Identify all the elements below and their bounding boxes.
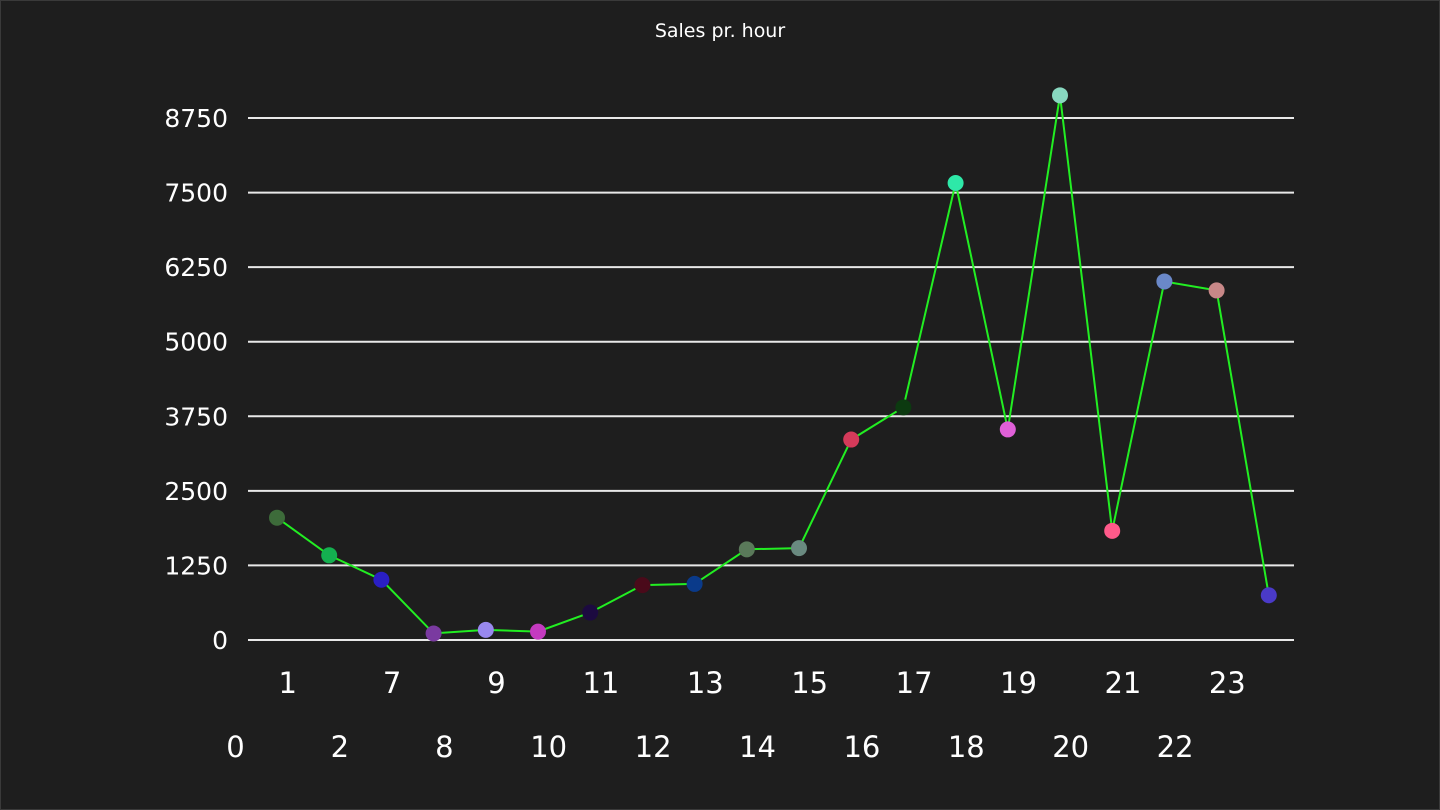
x-tick-label: 20: [1052, 730, 1089, 764]
data-point[interactable]: [634, 577, 651, 594]
data-point[interactable]: [738, 541, 755, 558]
data-point[interactable]: [269, 509, 285, 526]
data-point[interactable]: [843, 431, 860, 448]
y-axis-tick-labels: 0 1250 2500 3750 5000 6250 7500 8750: [164, 104, 228, 655]
data-point[interactable]: [1052, 87, 1068, 104]
x-tick-label: 21: [1104, 666, 1141, 700]
data-point[interactable]: [1260, 587, 1277, 604]
data-point[interactable]: [425, 625, 442, 642]
x-tick-label: 12: [635, 730, 672, 764]
series-line-path: [276, 95, 1270, 635]
data-point[interactable]: [686, 575, 703, 592]
data-point[interactable]: [582, 604, 599, 621]
x-tick-label: 14: [739, 730, 776, 764]
y-tick-label: 2500: [164, 477, 228, 506]
y-tick-label: 5000: [164, 328, 228, 357]
x-tick-label: 15: [791, 666, 828, 700]
data-point[interactable]: [1104, 522, 1121, 539]
x-tick-label: 11: [582, 666, 619, 700]
y-tick-label: 6250: [164, 253, 228, 282]
x-tick-label: 9: [487, 666, 505, 700]
x-tick-label: 1: [278, 666, 296, 700]
x-tick-label: 0: [226, 730, 244, 764]
data-point[interactable]: [373, 571, 390, 588]
data-point[interactable]: [1156, 273, 1173, 290]
x-tick-label: 18: [948, 730, 985, 764]
data-point[interactable]: [477, 621, 494, 638]
x-tick-label: 22: [1157, 730, 1194, 764]
x-tick-label: 8: [435, 730, 453, 764]
x-tick-label: 10: [530, 730, 567, 764]
y-tick-label: 1250: [164, 551, 228, 580]
y-tick-label: 7500: [164, 179, 228, 208]
x-tick-label: 23: [1209, 666, 1246, 700]
x-tick-label: 7: [383, 666, 401, 700]
x-tick-label: 13: [687, 666, 724, 700]
data-point[interactable]: [999, 421, 1016, 438]
data-point[interactable]: [321, 547, 338, 564]
x-tick-label: 17: [896, 666, 933, 700]
chart-title: Sales pr. hour: [654, 20, 786, 42]
x-tick-label: 16: [843, 730, 880, 764]
y-tick-label: 0: [212, 626, 228, 655]
data-point[interactable]: [947, 175, 964, 192]
data-point[interactable]: [895, 399, 912, 416]
series-points: [269, 87, 1277, 642]
data-point[interactable]: [530, 623, 546, 640]
x-tick-label: 2: [331, 730, 349, 764]
y-tick-label: 8750: [164, 104, 228, 133]
data-point[interactable]: [791, 540, 807, 557]
series-line: [276, 95, 1270, 635]
y-tick-label: 3750: [164, 402, 228, 431]
gridlines: [248, 117, 1294, 641]
x-tick-label: 19: [1000, 666, 1037, 700]
data-point[interactable]: [1208, 282, 1225, 299]
